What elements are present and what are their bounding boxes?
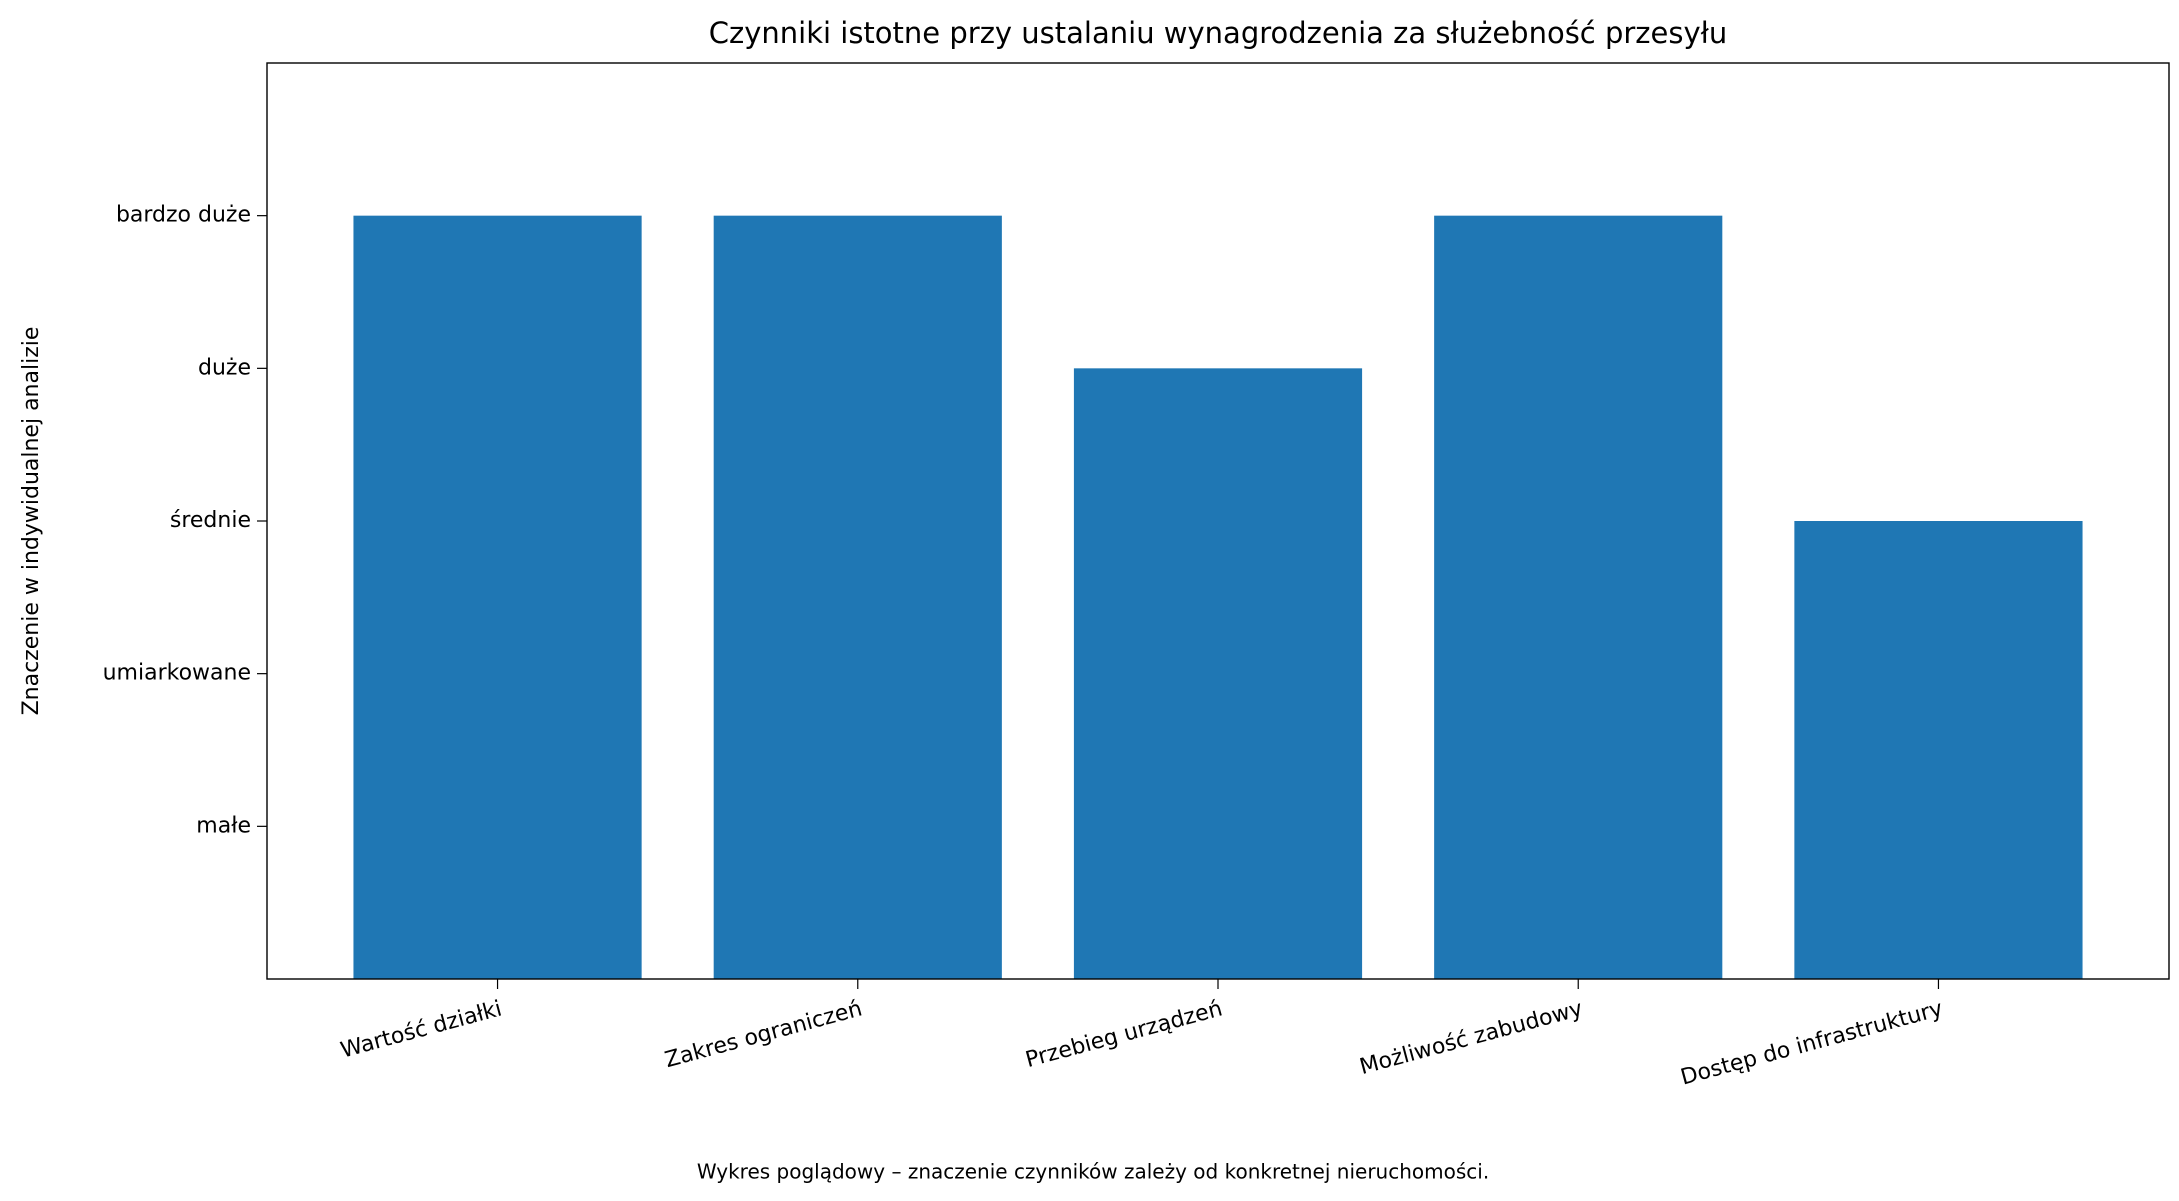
bar bbox=[1073, 368, 1363, 979]
caption: Wykres poglądowy – znaczenie czynników z… bbox=[697, 1160, 1489, 1184]
y-tick-label: umiarkowane bbox=[103, 661, 251, 686]
bar bbox=[1794, 521, 2083, 979]
y-tick-label: bardzo duże bbox=[116, 203, 251, 228]
bar bbox=[713, 215, 1002, 979]
y-axis-label: Znaczenie w indywidualnej analizie bbox=[19, 327, 44, 716]
y-tick-label: małe bbox=[196, 813, 251, 838]
x-tick-label: Dostęp do infrastruktury bbox=[1678, 996, 1945, 1090]
x-tick-label: Zakres ograniczeń bbox=[662, 996, 865, 1073]
y-tick-label: duże bbox=[198, 355, 251, 380]
x-tick-label: Przebieg urządzeń bbox=[1023, 996, 1225, 1073]
chart-title: Czynniki istotne przy ustalaniu wynagrod… bbox=[709, 16, 1728, 50]
bar bbox=[1434, 215, 1723, 979]
plot-frame bbox=[266, 62, 2170, 980]
bar bbox=[353, 215, 642, 979]
x-tick-label: Wartość działki bbox=[338, 996, 505, 1063]
x-tick-label: Możliwość zabudowy bbox=[1357, 996, 1585, 1080]
y-tick-label: średnie bbox=[170, 508, 251, 533]
